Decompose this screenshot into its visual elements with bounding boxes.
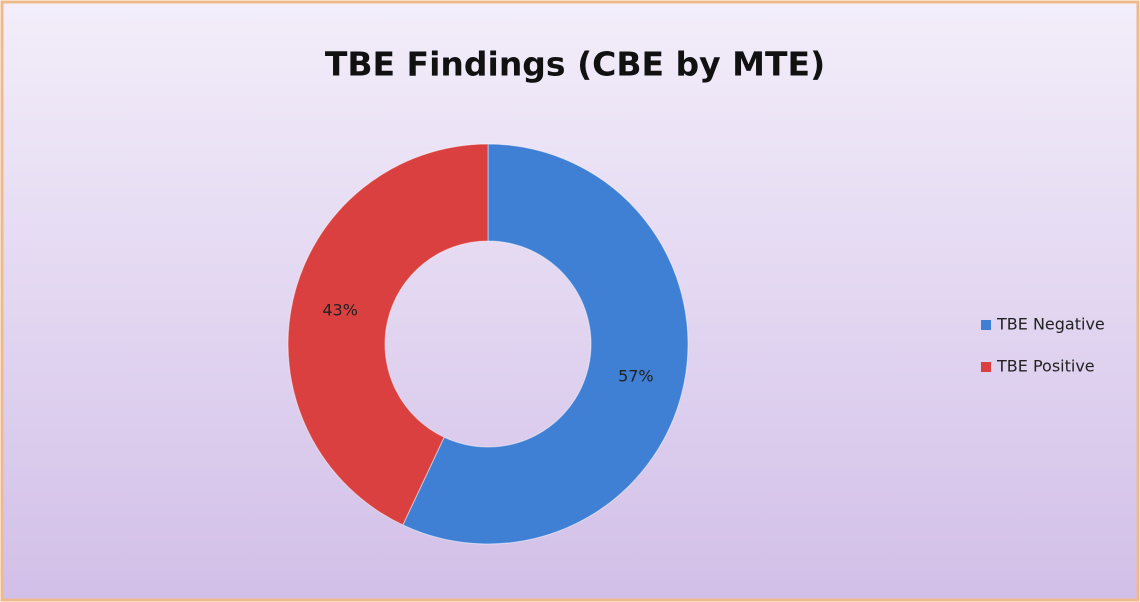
data-label: 43% xyxy=(322,300,358,319)
legend-label: TBE Negative xyxy=(996,315,1105,334)
slice xyxy=(402,143,689,545)
data-label: 57% xyxy=(618,367,654,386)
slice xyxy=(287,143,489,526)
chart-title: TBE Findings (CBE by MTE) xyxy=(325,45,825,84)
legend-swatch xyxy=(981,320,991,330)
legend-swatch xyxy=(981,362,991,372)
legend-label: TBE Positive xyxy=(996,357,1095,376)
